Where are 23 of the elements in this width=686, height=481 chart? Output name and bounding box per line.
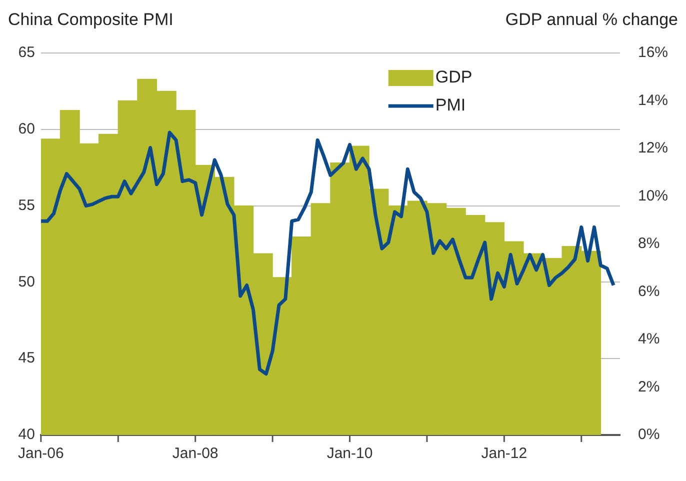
y-tick-label: 45 — [18, 350, 35, 367]
y2-tick-label: 8% — [638, 235, 660, 252]
y2-tick-label: 10% — [638, 187, 668, 204]
y2-tick-label: 4% — [638, 330, 660, 348]
y2-tick-label: 2% — [638, 378, 660, 396]
x-tick-label: Jan-10 — [326, 445, 373, 462]
y-tick-label: 50 — [18, 273, 35, 290]
y-tick-label: 40 — [18, 426, 35, 444]
y2-axis-title: GDP annual % change — [505, 10, 678, 30]
y2-tick-label: 14% — [638, 92, 668, 109]
legend-label: PMI — [435, 96, 466, 115]
y-axis-title: China Composite PMI — [8, 10, 174, 30]
x-tick-label: Jan-08 — [172, 445, 218, 462]
legend-label: GDP — [435, 68, 472, 87]
x-tick-label: Jan-12 — [481, 445, 528, 462]
y2-tick-label: 6% — [638, 282, 660, 300]
y2-tick-label: 16% — [638, 44, 668, 62]
y-tick-label: 65 — [18, 44, 35, 62]
y-tick-label: 60 — [18, 120, 35, 138]
y2-tick-label: 0% — [638, 426, 660, 444]
y2-tick-label: 12% — [638, 140, 668, 157]
x-tick-label: Jan-06 — [18, 445, 64, 462]
y-tick-label: 55 — [18, 196, 35, 214]
